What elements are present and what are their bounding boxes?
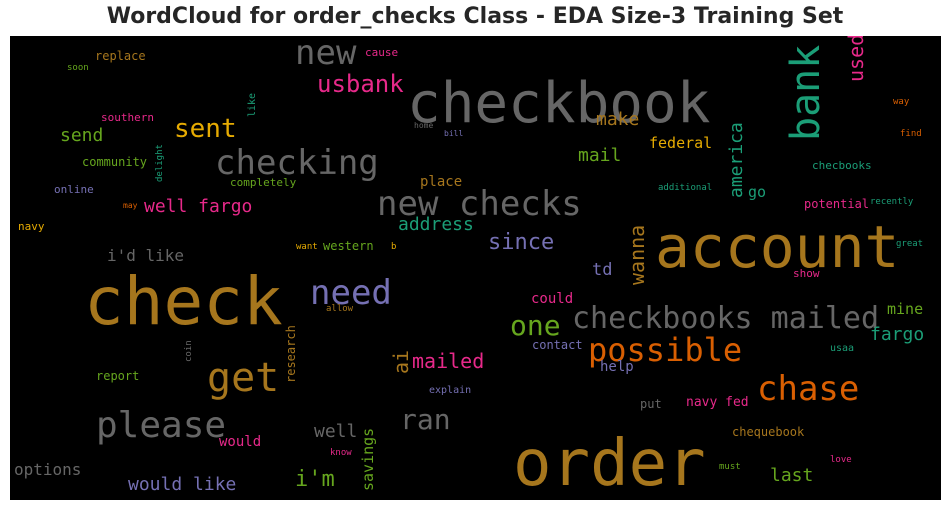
word-send: send <box>60 125 104 146</box>
word-order: order <box>513 427 706 500</box>
word-must: must <box>719 462 741 472</box>
word-want: want <box>296 242 318 252</box>
word-know: know <box>330 448 352 458</box>
word-chase: chase <box>757 369 860 409</box>
word-bank: bank <box>783 44 829 141</box>
word-go: go <box>748 183 767 201</box>
word-last: last <box>770 465 814 486</box>
word-find: find <box>900 129 922 139</box>
word-help: help <box>600 359 634 375</box>
word-love: love <box>830 455 852 465</box>
word-mailed: mailed <box>412 349 485 373</box>
word-delight: delight <box>155 144 165 182</box>
word-federal: federal <box>649 134 713 152</box>
word-home: home <box>414 121 434 130</box>
word-usbank: usbank <box>317 70 404 98</box>
word-research: research <box>284 325 298 383</box>
word-way: way <box>893 97 910 107</box>
word-america: america <box>726 122 747 198</box>
word-checking: checking <box>215 143 379 183</box>
word-contact: contact <box>532 338 583 352</box>
word-since: since <box>488 230 555 255</box>
word-i-m: i'm <box>295 467 335 492</box>
word-western: western <box>323 239 374 253</box>
word-could: could <box>531 291 574 307</box>
word-completely: completely <box>230 176 297 189</box>
word-checkbooks-mailed: checkbooks mailed <box>572 301 880 336</box>
word-savings: savings <box>359 427 377 491</box>
word-southern: southern <box>101 111 154 124</box>
word-make: make <box>596 109 640 130</box>
word-allow: allow <box>326 304 354 314</box>
word-well: well <box>314 421 358 442</box>
word-soon: soon <box>67 63 89 73</box>
word-wanna: wanna <box>625 224 649 285</box>
word-account: account <box>655 213 900 281</box>
word-mail: mail <box>578 145 622 166</box>
word-show: show <box>793 267 820 280</box>
word-used: used <box>844 36 868 82</box>
word-place: place <box>420 174 463 190</box>
word-online: online <box>54 183 94 196</box>
word-need: need <box>310 273 392 313</box>
word-ran: ran <box>400 403 451 436</box>
word-address: address <box>398 214 474 235</box>
word-may: may <box>123 201 138 210</box>
word-please: please <box>96 405 227 446</box>
word-coin: coin <box>184 340 194 362</box>
word-cause: cause <box>365 46 399 59</box>
word-new: new <box>295 36 357 73</box>
word-navy: navy <box>18 220 45 233</box>
word-replace: replace <box>95 49 146 63</box>
word-navy-fed: navy fed <box>686 395 749 410</box>
word-recently: recently <box>870 197 914 207</box>
word-get: get <box>207 355 280 401</box>
word-community: community <box>82 155 148 169</box>
word-like: like <box>247 92 258 117</box>
chart-title: WordCloud for order_checks Class - EDA S… <box>106 4 844 29</box>
word-ai: ai <box>389 349 413 374</box>
word-usaa: usaa <box>830 343 855 354</box>
word-explain: explain <box>429 385 472 396</box>
word-chequebook: chequebook <box>732 425 805 439</box>
word-additional: additional <box>658 183 713 193</box>
word-fargo: fargo <box>870 324 925 345</box>
word-mine: mine <box>887 300 924 318</box>
word-would-like: would like <box>128 474 237 495</box>
word-options: options <box>14 460 82 479</box>
word-i-d-like: i'd like <box>107 246 185 265</box>
word-check: check <box>84 263 283 340</box>
word-td: td <box>592 260 613 280</box>
word-bill: bill <box>444 129 464 138</box>
word-checbooks: checbooks <box>812 159 872 172</box>
word-potential: potential <box>804 197 870 211</box>
word-report: report <box>96 369 140 383</box>
word-possible: possible <box>588 331 743 369</box>
word-new-checks: new checks <box>377 184 582 224</box>
word-put: put <box>640 397 662 411</box>
word-great: great <box>896 239 924 249</box>
word-one: one <box>510 309 561 342</box>
word-checkbook: checkbook <box>407 71 711 136</box>
word-would: would <box>219 434 262 450</box>
word-sent: sent <box>174 114 237 144</box>
word-well-fargo: well fargo <box>144 196 253 217</box>
wordcloud-canvas: checkbook new bank used usbank replace cause so… <box>10 36 941 500</box>
word-b: b <box>391 242 397 252</box>
